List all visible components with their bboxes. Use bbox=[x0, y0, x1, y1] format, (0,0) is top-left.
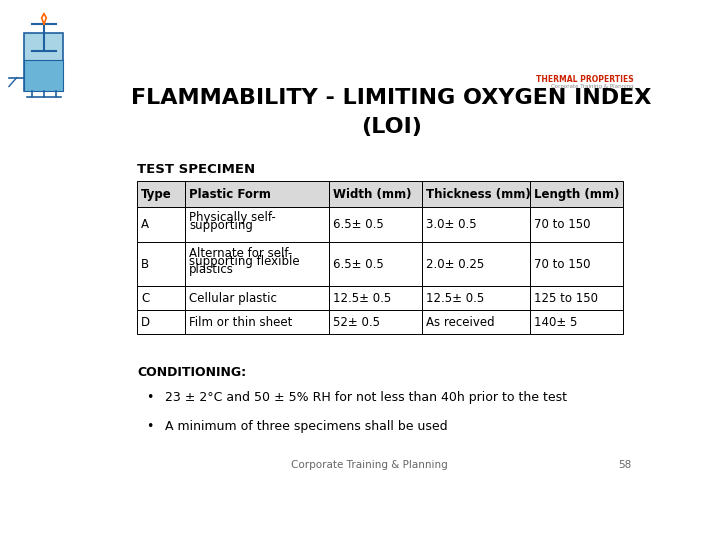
Text: 23 ± 2°C and 50 ± 5% RH for not less than 40h prior to the test: 23 ± 2°C and 50 ± 5% RH for not less tha… bbox=[166, 391, 567, 404]
Text: 6.5± 0.5: 6.5± 0.5 bbox=[333, 218, 383, 231]
Bar bbox=[422, 242, 530, 286]
Bar bbox=[328, 310, 422, 334]
Text: 2.0± 0.25: 2.0± 0.25 bbox=[426, 258, 484, 271]
Bar bbox=[185, 242, 328, 286]
Text: CONDITIONING:: CONDITIONING: bbox=[138, 366, 246, 379]
Text: Length (mm): Length (mm) bbox=[534, 187, 619, 201]
Text: A: A bbox=[141, 218, 149, 231]
Text: Thickness (mm): Thickness (mm) bbox=[426, 187, 531, 201]
Text: C: C bbox=[141, 292, 150, 305]
Text: Cellular plastic: Cellular plastic bbox=[189, 292, 277, 305]
Bar bbox=[530, 286, 623, 310]
Text: Corporate Training & Planning: Corporate Training & Planning bbox=[291, 460, 447, 470]
Text: (LOI): (LOI) bbox=[361, 117, 422, 137]
Text: •: • bbox=[146, 391, 153, 404]
Text: 58: 58 bbox=[618, 460, 631, 470]
Text: Plastic Form: Plastic Form bbox=[189, 187, 271, 201]
Bar bbox=[185, 310, 328, 334]
Bar bbox=[185, 181, 328, 207]
Bar bbox=[422, 207, 530, 242]
Text: supporting flexible: supporting flexible bbox=[189, 255, 300, 268]
Bar bbox=[422, 286, 530, 310]
Text: 52± 0.5: 52± 0.5 bbox=[333, 316, 379, 329]
Bar bbox=[328, 242, 422, 286]
Text: 3.0± 0.5: 3.0± 0.5 bbox=[426, 218, 476, 231]
Text: 12.5± 0.5: 12.5± 0.5 bbox=[426, 292, 484, 305]
Bar bbox=[138, 242, 185, 286]
Bar bbox=[422, 181, 530, 207]
Text: 6.5± 0.5: 6.5± 0.5 bbox=[333, 258, 383, 271]
Text: Alternate for self-: Alternate for self- bbox=[189, 246, 292, 260]
Bar bbox=[328, 181, 422, 207]
Bar bbox=[328, 207, 422, 242]
Text: A minimum of three specimens shall be used: A minimum of three specimens shall be us… bbox=[166, 420, 448, 433]
Text: FLAMMABILITY - LIMITING OXYGEN INDEX: FLAMMABILITY - LIMITING OXYGEN INDEX bbox=[131, 87, 652, 107]
Text: THERMAL PROPERTIES: THERMAL PROPERTIES bbox=[536, 75, 634, 84]
Bar bbox=[24, 60, 63, 91]
Text: 125 to 150: 125 to 150 bbox=[534, 292, 598, 305]
Text: plastics: plastics bbox=[189, 263, 234, 276]
Text: D: D bbox=[141, 316, 150, 329]
Bar bbox=[530, 242, 623, 286]
Text: As received: As received bbox=[426, 316, 494, 329]
Bar bbox=[530, 181, 623, 207]
Bar bbox=[138, 181, 185, 207]
Text: Width (mm): Width (mm) bbox=[333, 187, 411, 201]
Bar bbox=[530, 207, 623, 242]
Text: •: • bbox=[146, 420, 153, 433]
Text: supporting: supporting bbox=[189, 219, 253, 232]
Bar bbox=[138, 286, 185, 310]
Bar bbox=[138, 207, 185, 242]
Text: Film or thin sheet: Film or thin sheet bbox=[189, 316, 292, 329]
Bar bbox=[24, 33, 63, 91]
Bar bbox=[530, 310, 623, 334]
Bar bbox=[138, 310, 185, 334]
Text: Physically self-: Physically self- bbox=[189, 211, 276, 224]
Text: 70 to 150: 70 to 150 bbox=[534, 258, 590, 271]
Text: TEST SPECIMEN: TEST SPECIMEN bbox=[138, 163, 256, 176]
Text: 140± 5: 140± 5 bbox=[534, 316, 577, 329]
Bar bbox=[185, 207, 328, 242]
Text: Type: Type bbox=[141, 187, 172, 201]
Text: Corporate Training & Planning: Corporate Training & Planning bbox=[552, 84, 634, 89]
Text: 70 to 150: 70 to 150 bbox=[534, 218, 590, 231]
Bar bbox=[185, 286, 328, 310]
Text: 12.5± 0.5: 12.5± 0.5 bbox=[333, 292, 391, 305]
Bar bbox=[328, 286, 422, 310]
Bar bbox=[422, 310, 530, 334]
Text: B: B bbox=[141, 258, 150, 271]
